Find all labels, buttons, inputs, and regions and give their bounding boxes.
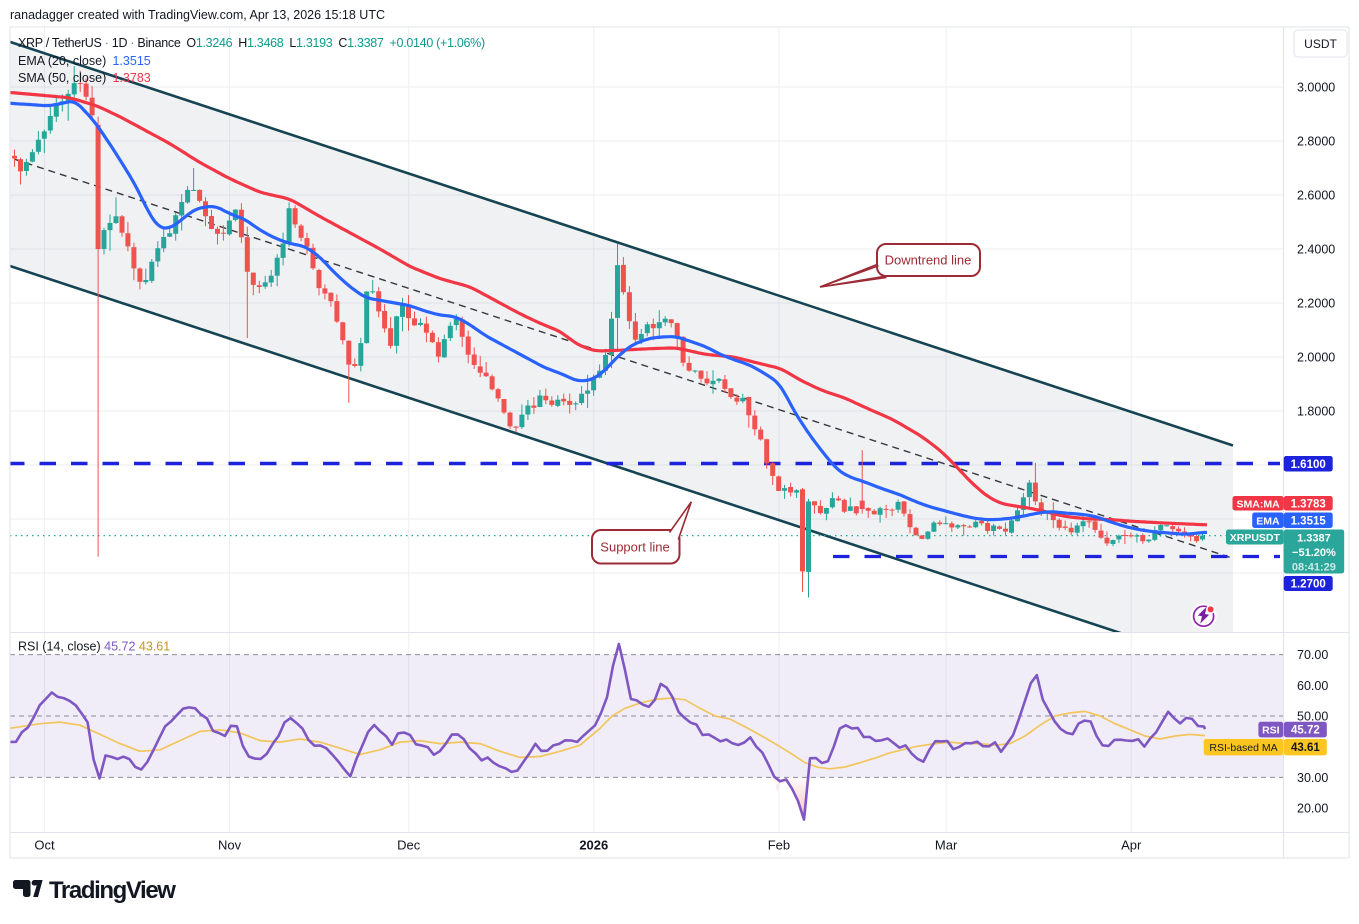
- svg-text:50.00: 50.00: [1297, 710, 1328, 724]
- svg-text:2.4000: 2.4000: [1297, 243, 1335, 257]
- svg-text:EMA (20, close) 1.3515: EMA (20, close) 1.3515: [18, 54, 151, 68]
- svg-text:XRPUSDT: XRPUSDT: [1230, 532, 1281, 544]
- svg-text:USDT: USDT: [1304, 37, 1337, 51]
- svg-text:ranadagger created with Tradin: ranadagger created with TradingView.com,…: [10, 8, 385, 22]
- svg-text:SMA (50, close) 1.3783: SMA (50, close) 1.3783: [18, 71, 151, 85]
- svg-text:Feb: Feb: [768, 838, 790, 853]
- svg-text:Apr: Apr: [1121, 838, 1142, 853]
- svg-text:RSI: RSI: [1262, 725, 1280, 737]
- svg-text:1.6100: 1.6100: [1291, 459, 1326, 471]
- svg-text:−51.20%: −51.20%: [1292, 547, 1336, 559]
- svg-text:60.00: 60.00: [1297, 679, 1328, 693]
- svg-text:30.00: 30.00: [1297, 771, 1328, 785]
- svg-text:2.6000: 2.6000: [1297, 189, 1335, 203]
- svg-text:Oct: Oct: [34, 838, 55, 853]
- svg-text:Dec: Dec: [397, 838, 421, 853]
- svg-text:TradingView: TradingView: [49, 877, 176, 904]
- svg-text:1.8000: 1.8000: [1297, 405, 1335, 419]
- svg-text:Downtrend line: Downtrend line: [885, 253, 972, 268]
- svg-text:20.00: 20.00: [1297, 802, 1328, 816]
- svg-text:2.2000: 2.2000: [1297, 297, 1335, 311]
- svg-text:XRP / TetherUS · 1D · Binance: XRP / TetherUS · 1D · Binance O1.3246 H1…: [18, 36, 485, 50]
- svg-text:Support line: Support line: [600, 540, 669, 555]
- svg-text:EMA: EMA: [1256, 515, 1280, 527]
- svg-text:2.0000: 2.0000: [1297, 351, 1335, 365]
- svg-text:1.3783: 1.3783: [1291, 498, 1326, 510]
- svg-text:43.61: 43.61: [1291, 742, 1320, 754]
- svg-text:Mar: Mar: [935, 838, 958, 853]
- svg-text:Nov: Nov: [218, 838, 242, 853]
- svg-text:1.3515: 1.3515: [1291, 515, 1327, 527]
- svg-text:70.00: 70.00: [1297, 648, 1328, 662]
- svg-text:RSI (14, close) 45.72 43.61: RSI (14, close) 45.72 43.61: [18, 640, 170, 654]
- svg-text:1.2700: 1.2700: [1291, 579, 1326, 591]
- svg-text:2026: 2026: [579, 838, 608, 853]
- svg-text:08:41:29: 08:41:29: [1292, 562, 1336, 574]
- svg-text:2.8000: 2.8000: [1297, 135, 1335, 149]
- svg-text:SMA:MA: SMA:MA: [1237, 498, 1281, 510]
- svg-text:1.3387: 1.3387: [1297, 533, 1331, 545]
- svg-text:3.0000: 3.0000: [1297, 81, 1335, 95]
- svg-text:45.72: 45.72: [1291, 725, 1320, 737]
- svg-text:RSI-based MA: RSI-based MA: [1209, 742, 1277, 754]
